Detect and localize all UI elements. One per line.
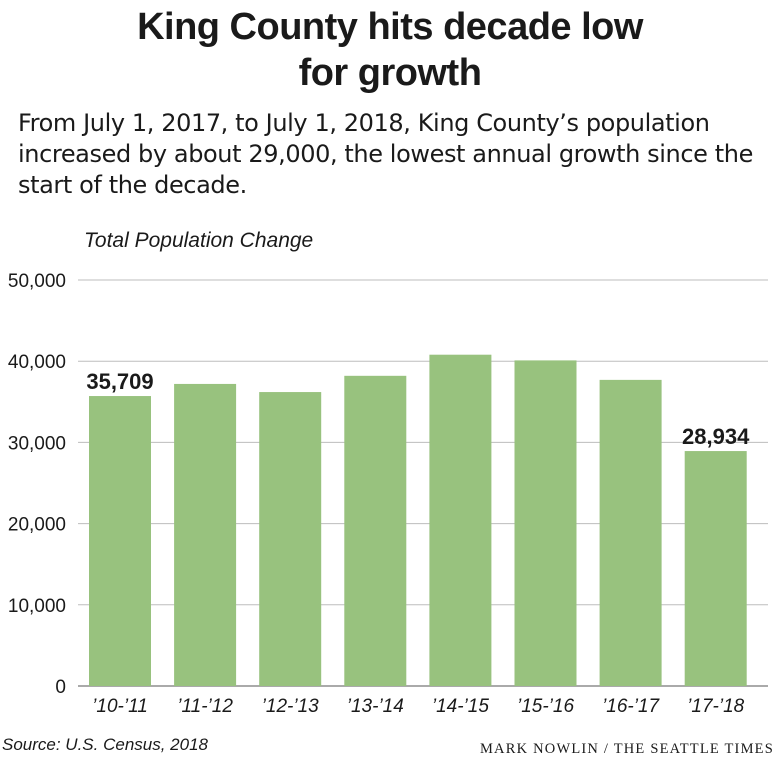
bar (514, 360, 577, 686)
y-tick-label: 30,000 (8, 433, 66, 454)
bar (259, 392, 322, 686)
bar (599, 379, 662, 686)
y-tick-label: 40,000 (8, 352, 66, 373)
chart-title: King County hits decade low for growth (0, 4, 780, 96)
bar (684, 451, 747, 686)
data-label: 28,934 (682, 424, 750, 449)
chart-subtitle: From July 1, 2017, to July 1, 2018, King… (18, 109, 753, 199)
bar (344, 375, 407, 686)
x-tick-label: ’17-’18 (687, 696, 744, 717)
bars (89, 354, 747, 686)
x-tick-labels: ’10-’11 ’11-’12 ’12-’13 ’13-’14 ’14-’15 ’15-’… (92, 696, 744, 717)
y-tick-label: 10,000 (8, 596, 66, 617)
x-tick-label: ’11-’12 (177, 696, 233, 717)
x-tick-label: ’13-’14 (347, 696, 404, 717)
data-label: 35,709 (86, 369, 153, 394)
y-axis-label: Total Population Change (84, 229, 314, 252)
bar (174, 383, 237, 686)
y-tick-label: 0 (55, 677, 66, 698)
data-labels: 35,709 28,934 (86, 369, 750, 449)
y-tick-labels: 0 10,000 20,000 30,000 40,000 50,000 (8, 271, 66, 698)
credit-line: MARK NOWLIN / THE SEATTLE TIMES (479, 741, 774, 757)
bar (429, 354, 492, 686)
y-tick-label: 50,000 (8, 271, 66, 292)
x-tick-label: ’16-’17 (602, 696, 660, 717)
x-tick-label: ’12-’13 (262, 696, 319, 717)
source-note: Source: U.S. Census, 2018 (2, 735, 209, 754)
bar (89, 396, 151, 686)
title-line-2: for growth (298, 52, 482, 94)
x-tick-label: ’15-’16 (517, 696, 574, 717)
title-line-1: King County hits decade low (137, 6, 643, 48)
y-tick-label: 20,000 (8, 515, 66, 536)
x-tick-label: ’10-’11 (92, 696, 148, 717)
x-tick-label: ’14-’15 (432, 696, 489, 717)
